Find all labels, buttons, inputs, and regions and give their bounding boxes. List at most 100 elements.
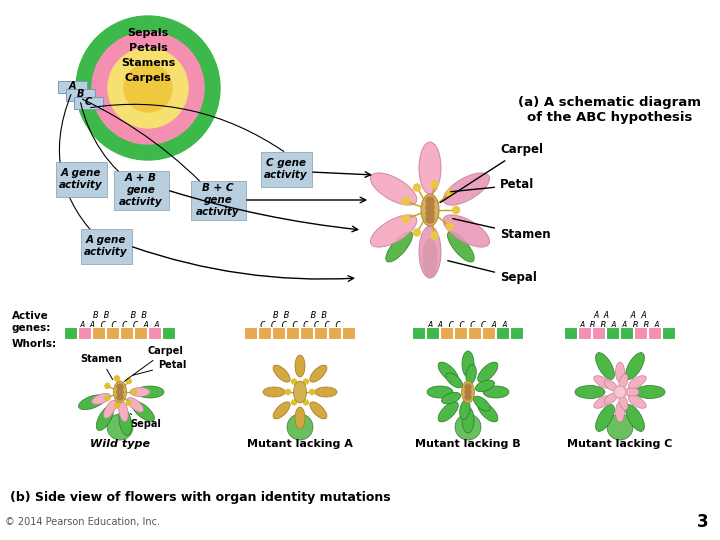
Text: A + B
gene
activity: A + B gene activity: [120, 173, 163, 207]
Bar: [342, 327, 355, 339]
Bar: [106, 327, 119, 339]
Ellipse shape: [386, 232, 413, 262]
Circle shape: [607, 414, 633, 440]
FancyBboxPatch shape: [261, 152, 312, 186]
Ellipse shape: [91, 394, 111, 404]
Text: A A C C C C A A: A A C C C C A A: [428, 321, 508, 330]
Ellipse shape: [448, 232, 474, 262]
Bar: [634, 327, 647, 339]
Bar: [162, 327, 175, 339]
Ellipse shape: [273, 402, 290, 419]
Text: C gene
activity: C gene activity: [264, 158, 308, 180]
Text: Stamens: Stamens: [121, 58, 175, 68]
Bar: [244, 327, 257, 339]
Ellipse shape: [427, 386, 453, 398]
Text: 3: 3: [696, 513, 708, 531]
Circle shape: [126, 401, 131, 406]
Ellipse shape: [444, 173, 490, 205]
Circle shape: [310, 389, 315, 395]
Circle shape: [92, 32, 204, 144]
Ellipse shape: [310, 402, 327, 419]
Circle shape: [286, 389, 290, 395]
Circle shape: [465, 389, 471, 395]
Text: Whorls:: Whorls:: [12, 339, 57, 349]
Text: © 2014 Pearson Education, Inc.: © 2014 Pearson Education, Inc.: [5, 517, 160, 527]
Text: C: C: [84, 97, 91, 107]
Bar: [258, 327, 271, 339]
Bar: [286, 327, 299, 339]
Ellipse shape: [421, 194, 439, 226]
Bar: [64, 327, 77, 339]
Circle shape: [126, 379, 131, 383]
Ellipse shape: [96, 406, 114, 430]
Bar: [148, 327, 161, 339]
Circle shape: [455, 414, 481, 440]
Text: Sepal: Sepal: [448, 261, 537, 285]
Circle shape: [402, 215, 409, 222]
Ellipse shape: [477, 402, 498, 422]
Ellipse shape: [295, 355, 305, 377]
Circle shape: [452, 206, 459, 213]
Text: Sepals: Sepals: [127, 28, 168, 38]
Ellipse shape: [616, 362, 624, 382]
FancyBboxPatch shape: [66, 89, 94, 100]
Text: Stamen: Stamen: [453, 219, 551, 241]
Ellipse shape: [466, 364, 477, 384]
Bar: [510, 327, 523, 339]
Bar: [272, 327, 285, 339]
Ellipse shape: [604, 393, 618, 404]
Text: Stamen: Stamen: [80, 354, 122, 380]
Circle shape: [292, 379, 297, 384]
Text: Carpels: Carpels: [125, 73, 171, 83]
Bar: [564, 327, 577, 339]
Text: Wild type: Wild type: [90, 439, 150, 449]
Ellipse shape: [626, 404, 644, 431]
Ellipse shape: [371, 173, 417, 205]
Circle shape: [465, 394, 471, 400]
Text: A A    A A: A A A A: [593, 310, 647, 320]
Circle shape: [124, 64, 172, 112]
Text: A B B A A B B A: A B B A A B B A: [580, 321, 660, 330]
Circle shape: [108, 48, 188, 128]
FancyBboxPatch shape: [55, 161, 107, 197]
Ellipse shape: [295, 407, 305, 429]
Ellipse shape: [604, 380, 618, 392]
Ellipse shape: [441, 393, 461, 404]
Ellipse shape: [423, 239, 437, 277]
Text: (a) A schematic diagram
of the ABC hypothesis: (a) A schematic diagram of the ABC hypot…: [518, 96, 701, 124]
Circle shape: [76, 16, 220, 160]
Ellipse shape: [475, 380, 495, 392]
Ellipse shape: [483, 386, 509, 398]
Ellipse shape: [119, 402, 128, 422]
Text: B: B: [76, 89, 84, 99]
Ellipse shape: [575, 386, 605, 399]
Ellipse shape: [132, 401, 154, 421]
Circle shape: [426, 203, 434, 211]
Circle shape: [117, 389, 123, 395]
Ellipse shape: [130, 388, 150, 396]
Bar: [648, 327, 661, 339]
Circle shape: [287, 414, 313, 440]
Text: A gene
activity: A gene activity: [59, 168, 103, 190]
Text: A: A: [68, 81, 76, 91]
Ellipse shape: [477, 362, 498, 382]
Bar: [592, 327, 605, 339]
Circle shape: [426, 197, 434, 205]
Circle shape: [413, 229, 420, 236]
Ellipse shape: [119, 408, 132, 435]
Circle shape: [304, 379, 308, 384]
Bar: [662, 327, 675, 339]
Text: Mutant lacking C: Mutant lacking C: [567, 439, 672, 449]
Bar: [412, 327, 425, 339]
Text: A A C C C C A A: A A C C C C A A: [80, 321, 161, 330]
Circle shape: [614, 386, 626, 398]
Circle shape: [426, 209, 434, 217]
Bar: [78, 327, 91, 339]
Circle shape: [446, 223, 454, 230]
Bar: [606, 327, 619, 339]
Ellipse shape: [595, 353, 614, 380]
Circle shape: [114, 376, 120, 381]
Text: A gene
activity: A gene activity: [84, 235, 128, 257]
Circle shape: [304, 400, 308, 405]
Ellipse shape: [444, 215, 490, 247]
